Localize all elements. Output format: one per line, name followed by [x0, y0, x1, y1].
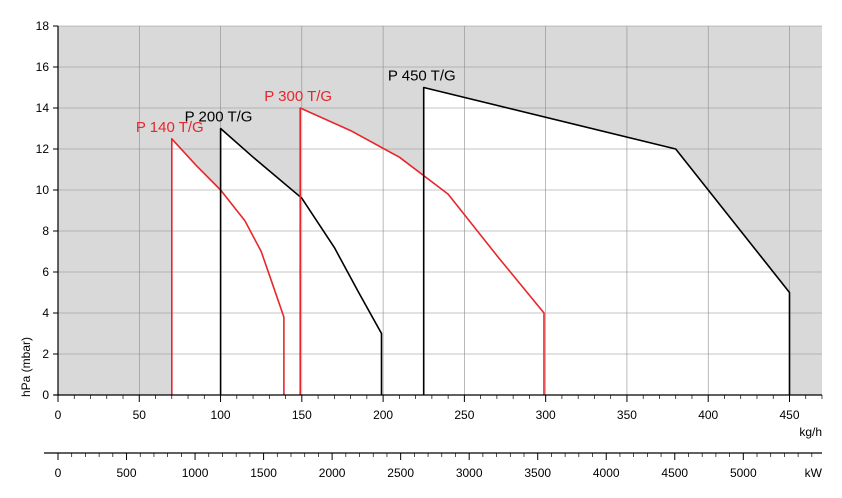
series-labels: P 140 T/GP 200 T/G P 300 T/G P 450 T/G [136, 68, 456, 136]
y-tick-label: 2 [42, 347, 49, 361]
secondary-tick-label: 0 [55, 466, 62, 480]
secondary-tick-label: 5000 [730, 466, 757, 480]
x-tick-label: 450 [779, 408, 799, 422]
secondary-tick-label: 1000 [182, 466, 209, 480]
axes: 0 2 4 6 8 10 12 14 16 18 0 50 100 150 200 250 300 350 400 4… [36, 19, 823, 480]
y-tick-label: 8 [42, 224, 49, 238]
y-tick-label: 0 [42, 388, 49, 402]
x-axis-label: kg/h [799, 425, 822, 439]
y-tick-label: 18 [36, 19, 50, 33]
y-tick-label: 4 [42, 306, 49, 320]
secondary-tick-label: 3500 [524, 466, 551, 480]
x-tick-label: 50 [133, 408, 147, 422]
series-label-2: P 300 T/G [264, 88, 332, 105]
secondary-tick-label: 4000 [593, 466, 620, 480]
series-label-1: P 200 T/G [185, 109, 253, 126]
y-tick-label: 16 [36, 60, 50, 74]
secondary-axis-label: kW [805, 466, 823, 480]
x-tick-label: 150 [292, 408, 312, 422]
x-tick-label: 250 [454, 408, 474, 422]
series-label-0: P 140 T/G [136, 119, 204, 136]
y-tick-label: 12 [36, 142, 50, 156]
series-label-3: P 450 T/G [388, 68, 456, 85]
x-tick-label: 300 [536, 408, 556, 422]
y-tick-label: 10 [36, 183, 50, 197]
series-line-1 [219, 127, 383, 395]
x-tick-label: 350 [617, 408, 637, 422]
series-lines [171, 86, 791, 395]
series-fill-3 [423, 87, 790, 395]
series-line-3 [422, 86, 791, 395]
secondary-tick-label: 2000 [319, 466, 346, 480]
x-tick-label: 200 [373, 408, 393, 422]
series-line-0 [171, 138, 285, 395]
gridlines [58, 25, 822, 395]
y-axis-label: hPa (mbar) [19, 337, 33, 397]
plot-area: P 140 T/GP 200 T/G P 300 T/G P 450 T/G [58, 25, 822, 396]
secondary-tick-label: 1500 [250, 466, 277, 480]
y-tick-label: 14 [36, 101, 50, 115]
series-fills [171, 87, 790, 396]
secondary-tick-label: 3000 [456, 466, 483, 480]
secondary-tick-label: 4500 [661, 466, 688, 480]
secondary-tick-label: 2500 [387, 466, 414, 480]
x-tick-label: 400 [698, 408, 718, 422]
x-tick-label: 0 [55, 408, 62, 422]
y-tick-label: 6 [42, 265, 49, 279]
secondary-tick-label: 500 [117, 466, 137, 480]
x-tick-label: 100 [211, 408, 231, 422]
